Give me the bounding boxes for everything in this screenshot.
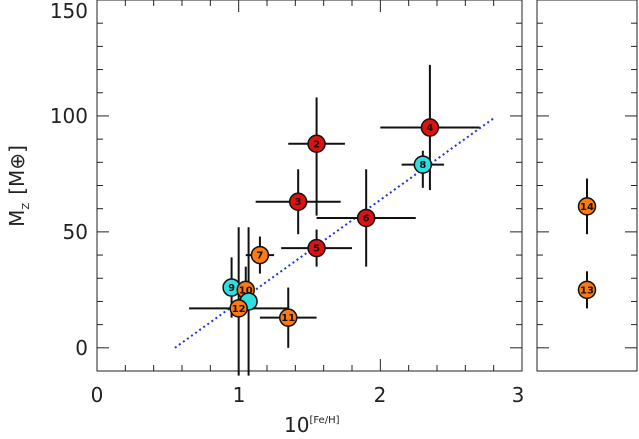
side-point-14-label: 14 bbox=[580, 202, 594, 213]
data-point-5-label: 5 bbox=[313, 244, 320, 255]
y-tick-label-150: 150 bbox=[50, 0, 88, 23]
data-point-2-marker bbox=[307, 134, 326, 154]
y-tick-label-0: 0 bbox=[75, 336, 88, 360]
data-point-7-label: 7 bbox=[256, 251, 263, 262]
data-point-12-marker bbox=[229, 299, 248, 318]
data-point-5-marker bbox=[307, 238, 326, 258]
side-point-13-label: 13 bbox=[580, 285, 594, 296]
data-point-10-label: 10 bbox=[239, 285, 253, 296]
fit-line bbox=[174, 117, 495, 349]
data-point-9-label: 9 bbox=[228, 283, 235, 294]
data-point-12-label: 12 bbox=[232, 304, 246, 315]
y-axis-title: MZ [M⊕] bbox=[5, 145, 32, 227]
data-point-2-label: 2 bbox=[313, 139, 320, 150]
y-tick-label-50: 50 bbox=[63, 220, 88, 244]
x-axis-title-base: 10 bbox=[284, 413, 309, 437]
x-axis-title-exponent: [Fe/H] bbox=[309, 415, 339, 426]
data-point-7-marker bbox=[250, 245, 270, 265]
x-axis-title: 10[Fe/H] bbox=[284, 413, 340, 437]
data-point-8-marker bbox=[413, 155, 433, 174]
fit-line-layer bbox=[174, 117, 495, 349]
y-axis-title-main: M bbox=[5, 210, 29, 227]
y-axis-title-subscript: Z bbox=[21, 203, 32, 210]
side-point-13-marker bbox=[577, 280, 597, 300]
x-tick-label-1: 1 bbox=[233, 383, 246, 407]
main-plot-frame bbox=[96, 0, 523, 372]
points-layer: 2 3 4 5 6 7 8 9 10 12 11 14 13 bbox=[222, 118, 597, 327]
data-point-8-label: 8 bbox=[419, 160, 426, 171]
data-point-4-label: 4 bbox=[426, 123, 433, 134]
data-point-6-label: 6 bbox=[363, 213, 370, 224]
data-point-11-marker bbox=[279, 308, 298, 327]
x-tick-label-3: 3 bbox=[512, 383, 525, 407]
data-point-3-marker bbox=[288, 192, 308, 211]
y-tick-label-100: 100 bbox=[50, 104, 88, 128]
data-point-4-marker bbox=[420, 118, 440, 137]
data-point-6-marker bbox=[356, 208, 376, 228]
x-tick-label-0: 0 bbox=[91, 383, 104, 407]
data-point-11-label: 11 bbox=[281, 313, 295, 324]
error-bars-layer bbox=[189, 64, 588, 376]
side-point-14-marker bbox=[577, 197, 597, 216]
data-point-3-label: 3 bbox=[295, 197, 302, 208]
x-tick-label-2: 2 bbox=[374, 383, 387, 407]
y-axis-title-unit: [M⊕] bbox=[5, 145, 29, 195]
